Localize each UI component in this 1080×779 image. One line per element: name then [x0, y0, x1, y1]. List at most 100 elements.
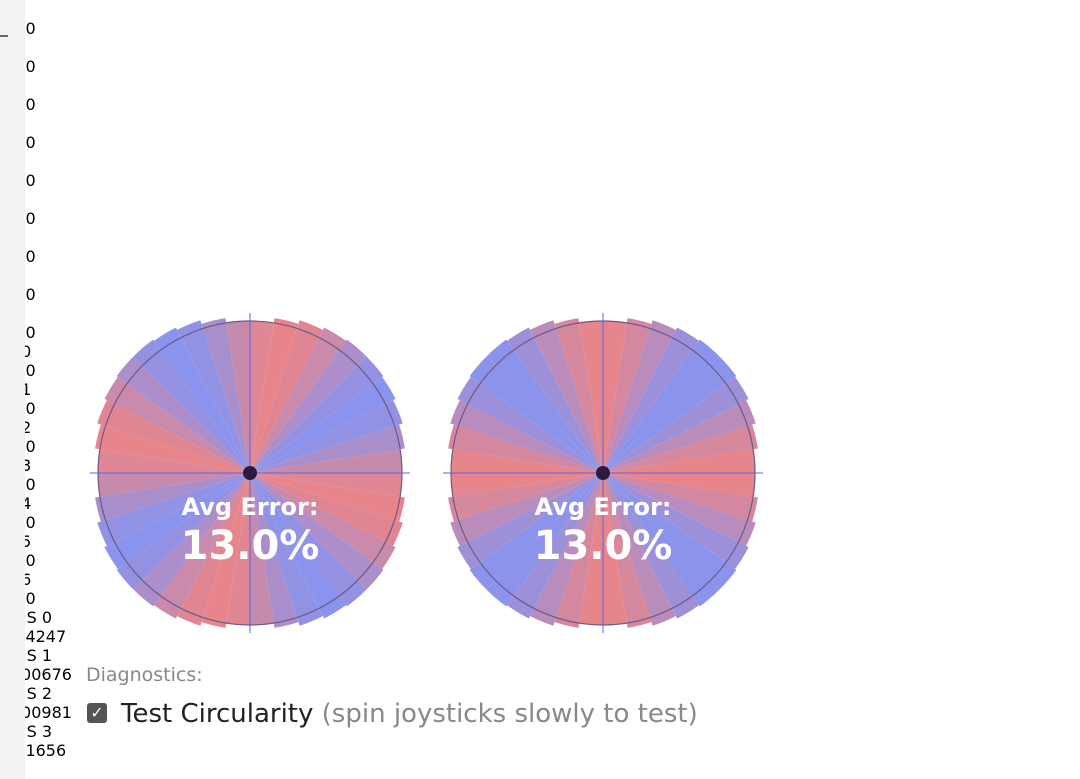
stick-plot: Avg Error: 13.0%	[443, 313, 763, 633]
wedge	[603, 473, 758, 522]
wedge	[486, 473, 603, 607]
wedge	[133, 339, 250, 473]
wedge	[506, 473, 603, 619]
wedge	[457, 473, 603, 570]
wedge	[250, 318, 299, 473]
circularity-chart	[443, 313, 763, 633]
wedge	[201, 318, 250, 473]
circularity-chart	[90, 313, 410, 633]
wedge	[603, 473, 756, 546]
wedge	[250, 339, 367, 473]
wedge	[554, 473, 603, 628]
wedge	[226, 320, 250, 473]
wedge	[603, 473, 627, 626]
wedge	[603, 339, 720, 473]
wedge	[579, 320, 603, 473]
wedge	[250, 473, 323, 626]
avg-error-value: 13.0%	[533, 523, 673, 569]
wedge	[250, 400, 403, 473]
wedge	[603, 473, 756, 497]
wedge	[250, 473, 384, 590]
wedge	[603, 473, 700, 619]
stick-plot: Avg Error: 13.0%	[90, 313, 410, 633]
wedge	[250, 473, 405, 522]
wedge	[250, 320, 323, 473]
wedge	[530, 473, 603, 626]
wedge	[450, 449, 603, 473]
avg-error-value: 13.0%	[180, 523, 320, 569]
wedge	[603, 320, 676, 473]
wedge	[603, 473, 749, 570]
wedge	[450, 473, 603, 497]
side-strip	[0, 0, 25, 779]
wedge	[603, 356, 737, 473]
wedge	[506, 327, 603, 473]
stick-position	[243, 466, 257, 480]
wedge	[226, 473, 250, 626]
wedge	[104, 376, 250, 473]
wedge	[250, 473, 299, 628]
wedge	[250, 327, 347, 473]
wedge	[448, 424, 603, 473]
axis-value: 0.01656	[0, 741, 67, 760]
wedge	[250, 473, 367, 607]
wedge	[95, 424, 250, 473]
wedge	[450, 400, 603, 473]
wedge	[97, 400, 250, 473]
wedge	[486, 339, 603, 473]
wedge	[603, 473, 652, 628]
wedge	[603, 318, 652, 473]
wedge	[250, 356, 384, 473]
wedge	[554, 318, 603, 473]
wedge	[603, 473, 720, 607]
wedge	[603, 320, 627, 473]
checkbox-row: Test Circularity (spin joysticks slowly …	[121, 699, 698, 729]
wedge	[97, 473, 250, 546]
wedge	[469, 473, 603, 590]
avg-error-caption: Avg Error:	[181, 493, 319, 521]
wedge	[250, 473, 403, 546]
content: B00.00B10.00B20.00B30.00B40.00B50.00B60.…	[0, 0, 763, 760]
wedge	[579, 473, 603, 626]
wedge	[250, 473, 347, 619]
checkbox[interactable]: ✓	[87, 703, 107, 723]
wedge	[153, 327, 250, 473]
wedge	[250, 320, 274, 473]
wedge	[250, 376, 396, 473]
wedge	[133, 473, 250, 607]
wedge	[250, 473, 396, 570]
wedge	[603, 376, 749, 473]
wedge	[177, 320, 250, 473]
wedge	[603, 424, 758, 473]
axis-label: AXIS 1	[0, 646, 53, 665]
wedge	[530, 320, 603, 473]
wedge	[97, 473, 250, 497]
wedge	[250, 424, 405, 473]
wedge	[603, 473, 676, 626]
wedge	[603, 449, 756, 473]
hint: (spin joysticks slowly to test)	[321, 699, 698, 729]
stick-position	[596, 466, 610, 480]
wedge	[603, 327, 700, 473]
wedge	[177, 473, 250, 626]
wedge	[97, 449, 250, 473]
wedge	[153, 473, 250, 619]
wedge	[450, 473, 603, 546]
checkbox-label[interactable]: Test Circularity	[121, 699, 314, 729]
wedge	[469, 356, 603, 473]
wedge	[603, 400, 756, 473]
wedge	[201, 473, 250, 628]
wedge	[116, 473, 250, 590]
avg-error-caption: Avg Error:	[534, 493, 672, 521]
axis-tick	[0, 35, 8, 37]
diagnostics-title: Diagnostics:	[86, 664, 203, 686]
wedge	[95, 473, 250, 522]
wedge	[250, 449, 403, 473]
wedge	[448, 473, 603, 522]
wedge	[457, 376, 603, 473]
wedge	[250, 473, 274, 626]
wedge	[104, 473, 250, 570]
wedge	[603, 473, 737, 590]
wedge	[116, 356, 250, 473]
